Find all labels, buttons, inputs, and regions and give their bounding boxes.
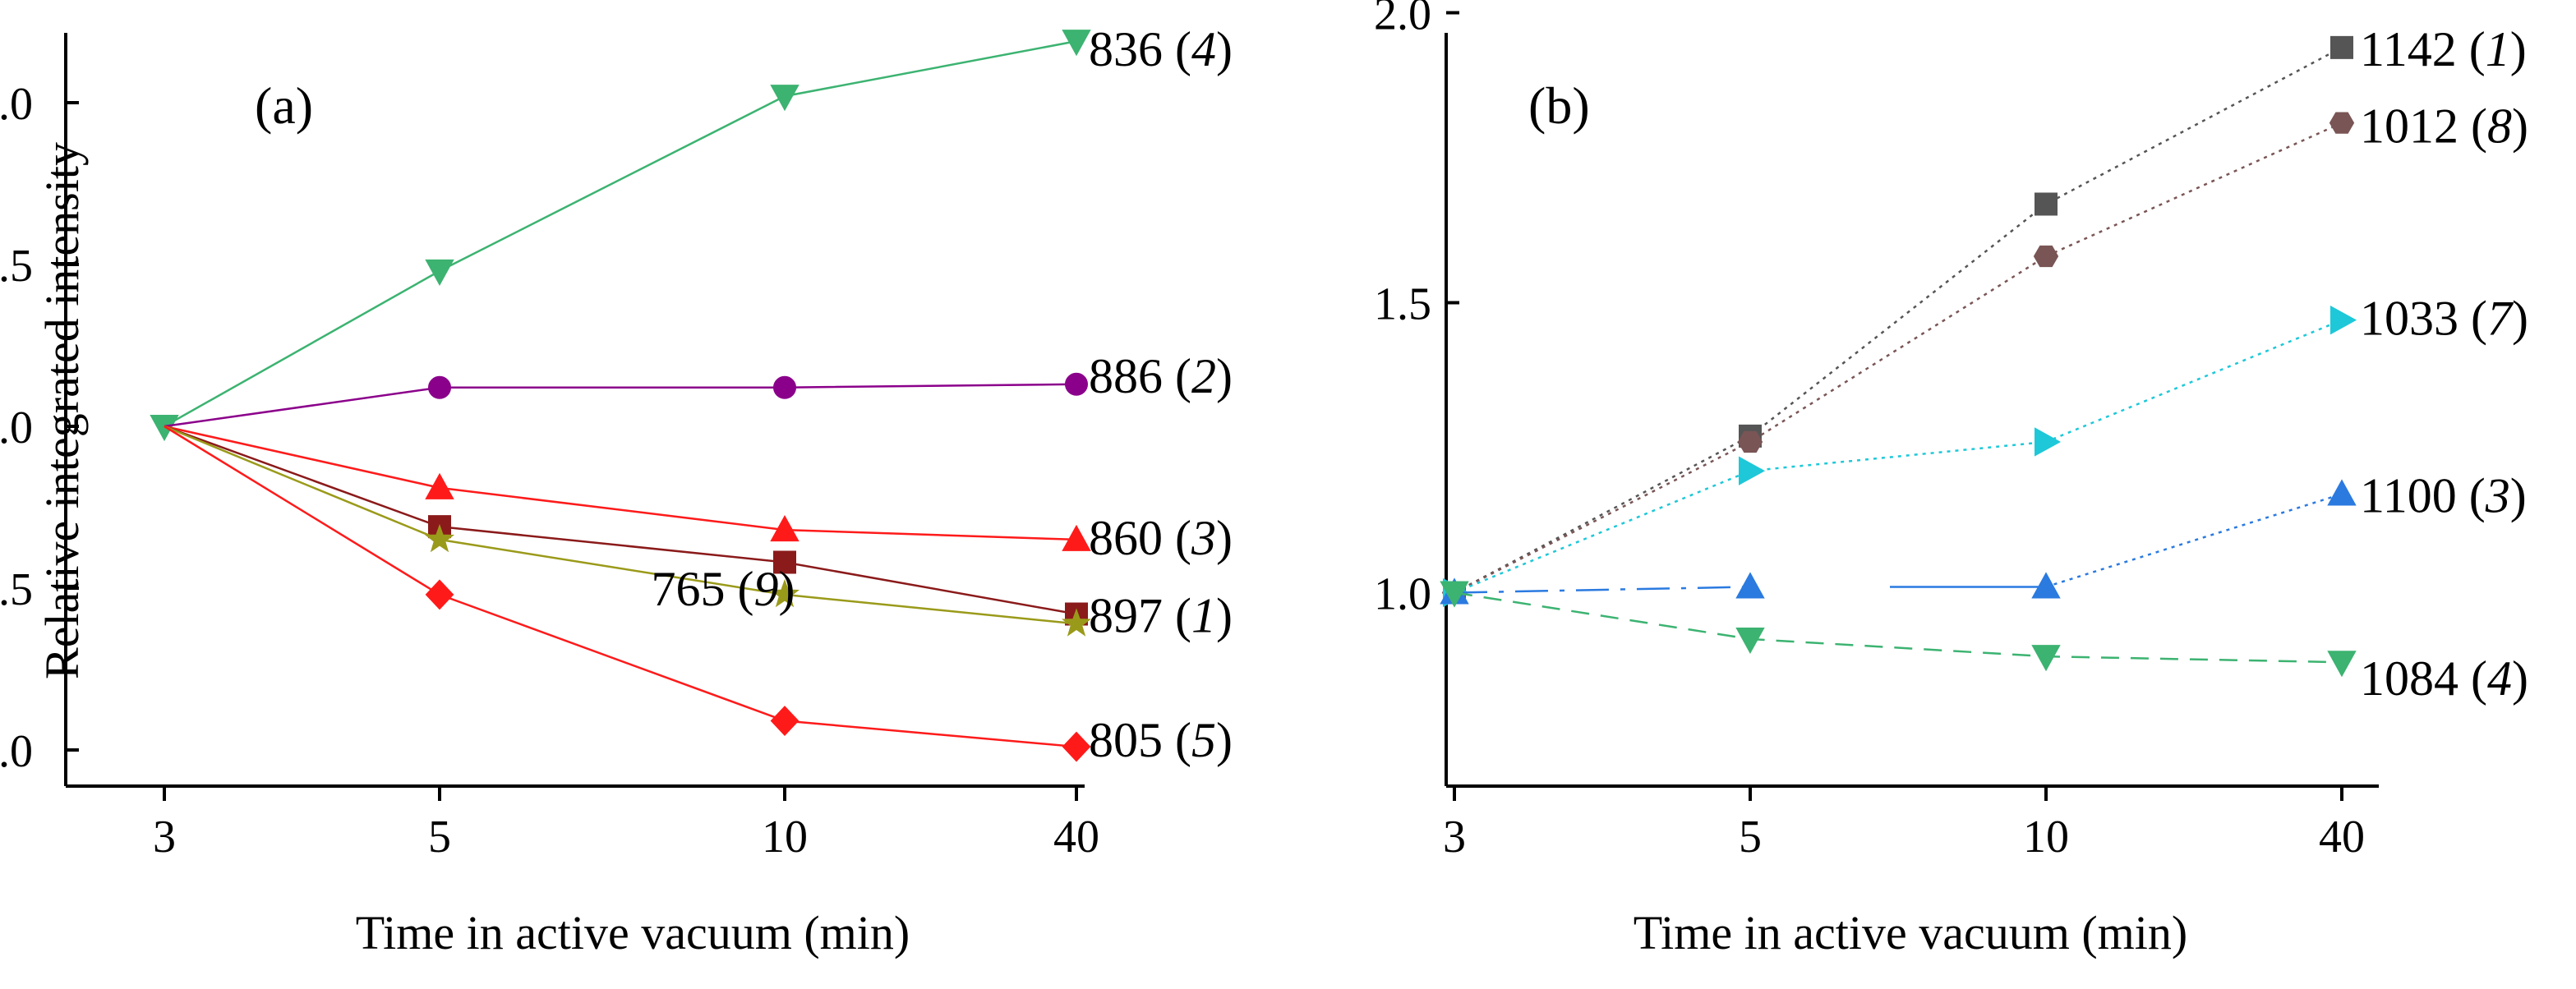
panel-b-series-1100-line — [1454, 586, 1751, 594]
panel-a-chart: 0.0 0.5 1.0 1.5 2.0 3 5 10 40 Time in active vacu… — [0, 22, 1233, 959]
panel-a-y-tick-label-1-5: 1.5 — [0, 241, 33, 292]
panel-a-x-tick-label-5: 5 — [428, 812, 451, 862]
panel-b-x-tick-label-3: 3 — [1443, 812, 1466, 862]
panel-a-series-836: 836 (4) — [150, 22, 1233, 442]
panel-b-series-1084-point — [1440, 581, 1469, 608]
panel-a-series-860-point — [1062, 524, 1091, 551]
panel-b-series-1033-point — [1739, 456, 1766, 485]
panel-b-series-1100-line — [2045, 493, 2343, 588]
panel-b-series-1100-label: 1100 (3) — [2360, 468, 2527, 522]
panel-b-series-1033-point — [2035, 427, 2062, 457]
panel-b-panel-label: (b) — [1528, 76, 1590, 135]
panel-b-series-1084-point — [2327, 651, 2357, 678]
panel-a-series-836-line — [164, 39, 1077, 428]
panel-b-x-tick-label-10: 10 — [2023, 812, 2069, 862]
panel-a-x-tick-label-40: 40 — [1053, 812, 1099, 862]
panel-b-chart: 1.0 1.5 2.0 3 5 10 40 Time in active vacuum (mi… — [1374, 0, 2528, 959]
panel-a-series-886-line — [164, 383, 1077, 428]
panel-a-series-886-point — [428, 375, 451, 399]
panel-a-x-axis-title: Time in active vacuum (min) — [356, 906, 910, 959]
panel-b-series-1142-label: 1142 (1) — [2360, 22, 2527, 76]
panel-b-series-1012-label: 1012 (8) — [2360, 99, 2528, 154]
panel-a-y-axis-title: Relative integrated intensity — [35, 142, 89, 679]
panel-a-series-765-point — [1061, 608, 1092, 637]
panel-a-series-805: 805 (5) — [164, 425, 1233, 767]
panel-b-series-1084: 1084 (4) — [1440, 581, 2528, 706]
panel-b-x-tick-label-5: 5 — [1739, 812, 1762, 862]
panel-a-series-860: 860 (3) — [164, 425, 1233, 565]
panel-a-series-897-point — [773, 550, 796, 574]
panel-b-series-1100: 1100 (3) — [1440, 468, 2527, 605]
panel-a-x-tick-label-3: 3 — [153, 812, 176, 862]
panel-a-series-765-line — [164, 425, 1077, 625]
panel-a-series-860-label: 860 (3) — [1089, 511, 1233, 565]
panel-a-series-765-point — [769, 578, 800, 608]
panel-a-series-897-line — [164, 425, 1077, 615]
panel-b-series-1100-point — [2327, 479, 2357, 506]
panel-a-series-836-point — [425, 259, 454, 286]
panel-b-series-1033-point — [2330, 305, 2357, 335]
panel-a-panel-label: (a) — [255, 76, 313, 135]
panel-a-series-886-label: 886 (2) — [1089, 349, 1233, 403]
panel-b-series-1012-point — [1737, 430, 1763, 453]
panel-b-series-1012-line — [1454, 122, 2343, 594]
panel-a-series-805-line — [164, 425, 1077, 748]
panel-b-series-1100-point — [2031, 572, 2061, 599]
panel-a-series-765: 765 (9) — [164, 425, 1092, 637]
panel-b-series-1142: 1142 (1) — [1443, 22, 2527, 605]
panel-a-series-836-point — [770, 85, 800, 112]
panel-b-series-1012: 1012 (8) — [1441, 99, 2528, 604]
panel-b-x-axis-title: Time in active vacuum (min) — [1634, 906, 2187, 959]
panel-a-series-765-point — [424, 523, 455, 553]
panel-a-y-tick-label-2-0: 2.0 — [0, 79, 33, 130]
panel-b-series-1012-point — [2033, 245, 2059, 268]
panel-b-series-1033-line — [1454, 319, 2343, 594]
panel-a-y-tick-label-0-0: 0.0 — [0, 726, 33, 777]
panel-b-series-1012-point — [2329, 112, 2355, 134]
panel-b-series-1100-point — [1735, 572, 1765, 599]
panel-a-series-805-point — [425, 579, 454, 610]
panel-a-series-897-label: 897 (1) — [1089, 589, 1233, 643]
panel-b-x-tick-label-40: 40 — [2319, 812, 2365, 862]
panel-a-series-886-point — [1065, 372, 1088, 396]
panel-a-series-805-label: 805 (5) — [1089, 713, 1233, 767]
panel-a-series-765-label: 765 (9) — [652, 562, 795, 616]
panel-a-series-886-point — [773, 375, 796, 399]
panel-b-series-1033: 1033 (7) — [1443, 292, 2528, 608]
panel-a-series-886: 886 (2) — [164, 349, 1233, 428]
panel-b-series-1033-label: 1033 (7) — [2360, 292, 2528, 346]
panel-b-series-1142-line — [1454, 46, 2343, 594]
panel-b-series-1084-line — [1454, 591, 2343, 664]
panel-a-series-860-point — [770, 515, 800, 542]
panel-a-y-tick-label-1-0: 1.0 — [0, 402, 33, 453]
panel-a-series-860-line — [164, 425, 1077, 541]
panel-b-series-1084-point — [1735, 627, 1765, 655]
panel-b-y-tick-label-1-0: 1.0 — [1374, 569, 1431, 620]
panel-a-series-897: 897 (1) — [164, 425, 1233, 643]
panel-a-series-805-point — [1062, 731, 1091, 762]
panel-b-series-1142-point — [2330, 35, 2353, 59]
panel-a-series-805-point — [770, 706, 800, 736]
panel-b-series-1084-point — [2031, 645, 2061, 672]
panel-a-series-860-point — [425, 472, 454, 499]
panel-a-y-tick-label-0-5: 0.5 — [0, 564, 33, 615]
panel-b-y-tick-label-2-0: 2.0 — [1374, 0, 1431, 40]
panel-a-series-836-point — [1062, 30, 1091, 57]
panel-b-series-1084-label: 1084 (4) — [2360, 651, 2528, 706]
panel-b-y-tick-label-1-5: 1.5 — [1374, 279, 1431, 330]
panel-a-x-tick-label-10: 10 — [762, 812, 808, 862]
panel-b-series-1142-point — [2035, 192, 2058, 216]
panel-a-series-836-label: 836 (4) — [1089, 22, 1233, 76]
